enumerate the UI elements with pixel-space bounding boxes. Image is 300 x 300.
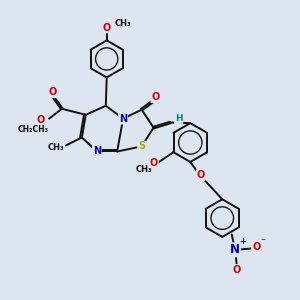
Text: CH₂CH₃: CH₂CH₃	[17, 125, 48, 134]
Text: H: H	[175, 114, 182, 123]
Text: O: O	[151, 92, 160, 102]
Text: O: O	[252, 242, 260, 252]
Text: S: S	[138, 141, 145, 152]
Text: CH₃: CH₃	[115, 19, 132, 28]
Text: O: O	[196, 170, 205, 180]
Text: O: O	[232, 265, 241, 275]
Text: ⁻: ⁻	[260, 237, 266, 247]
Text: O: O	[48, 87, 56, 98]
Text: O: O	[103, 22, 111, 33]
Text: N: N	[230, 243, 240, 256]
Text: O: O	[150, 158, 158, 168]
Text: O: O	[36, 115, 45, 125]
Text: N: N	[93, 146, 101, 157]
Text: +: +	[239, 237, 246, 246]
Text: N: N	[119, 114, 127, 124]
Text: CH₃: CH₃	[48, 142, 64, 152]
Text: CH₃: CH₃	[135, 165, 152, 174]
